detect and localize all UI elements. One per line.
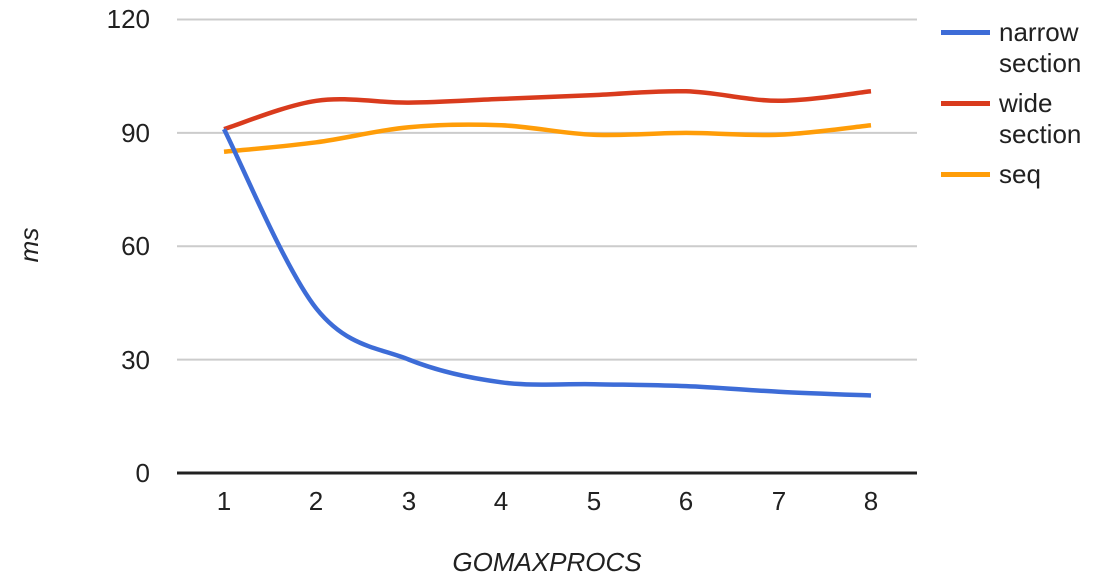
legend: narrow section wide section seq: [941, 17, 1097, 199]
legend-swatch-seq: [941, 172, 990, 177]
legend-item-seq: seq: [941, 159, 1097, 190]
x-tick-label-8: 8: [863, 486, 879, 516]
legend-swatch-wide-section: [941, 101, 990, 106]
y-tick-label-0: 0: [135, 458, 150, 488]
legend-label-narrow-section: narrow section: [999, 17, 1082, 78]
x-tick-label-3: 3: [401, 486, 417, 516]
x-tick-label-1: 1: [216, 486, 232, 516]
legend-label-wide-section: wide section: [999, 88, 1082, 149]
y-tick-label-30: 30: [121, 345, 150, 375]
x-tick-label-7: 7: [771, 486, 787, 516]
x-axis-title: GOMAXPROCS: [452, 547, 642, 577]
legend-item-narrow-section: narrow section: [941, 17, 1097, 79]
y-axis-title: ms: [14, 227, 44, 263]
legend-swatch-narrow-section: [941, 30, 990, 35]
x-tick-label-4: 4: [493, 486, 509, 516]
y-tick-label-60: 60: [121, 231, 150, 261]
y-tick-label-90: 90: [121, 118, 150, 148]
x-tick-label-5: 5: [586, 486, 602, 516]
x-tick-label-6: 6: [678, 486, 694, 516]
legend-label-seq: seq: [999, 159, 1041, 189]
x-tick-label-2: 2: [308, 486, 324, 516]
legend-item-wide-section: wide section: [941, 88, 1097, 150]
y-tick-label-120: 120: [106, 4, 150, 34]
